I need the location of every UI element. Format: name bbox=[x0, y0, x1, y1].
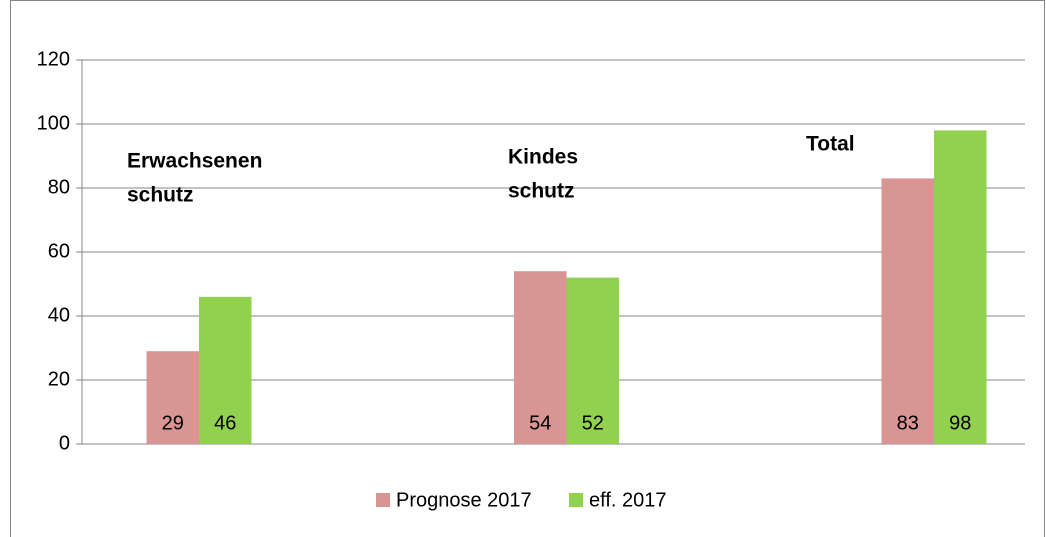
bar bbox=[566, 277, 619, 444]
bar bbox=[934, 130, 987, 444]
bar bbox=[881, 178, 934, 444]
value-label: 54 bbox=[529, 412, 551, 434]
value-label: 52 bbox=[582, 412, 604, 434]
legend-swatch bbox=[569, 493, 583, 507]
category-label: Erwachsenen bbox=[127, 150, 262, 173]
value-label: 46 bbox=[214, 412, 236, 434]
category-label: Kindes bbox=[508, 146, 578, 169]
y-tick-label: 40 bbox=[48, 304, 70, 326]
value-label: 83 bbox=[897, 412, 919, 434]
category-label: schutz bbox=[127, 184, 194, 207]
legend-label: Prognose 2017 bbox=[396, 489, 532, 511]
category-label: Total bbox=[806, 133, 855, 156]
chart-border bbox=[10, 0, 1045, 537]
y-tick-label: 0 bbox=[59, 432, 70, 454]
y-tick-label: 120 bbox=[37, 48, 70, 70]
value-label: 29 bbox=[162, 412, 184, 434]
value-label: 98 bbox=[949, 412, 971, 434]
y-tick-label: 20 bbox=[48, 368, 70, 390]
y-tick-label: 100 bbox=[37, 112, 70, 134]
y-tick-label: 60 bbox=[48, 240, 70, 262]
bar bbox=[199, 296, 252, 444]
legend-swatch bbox=[376, 493, 390, 507]
bar bbox=[514, 271, 567, 444]
legend-label: eff. 2017 bbox=[589, 489, 666, 511]
category-label: schutz bbox=[508, 180, 575, 203]
y-tick-label: 80 bbox=[48, 176, 70, 198]
bar bbox=[146, 351, 199, 444]
